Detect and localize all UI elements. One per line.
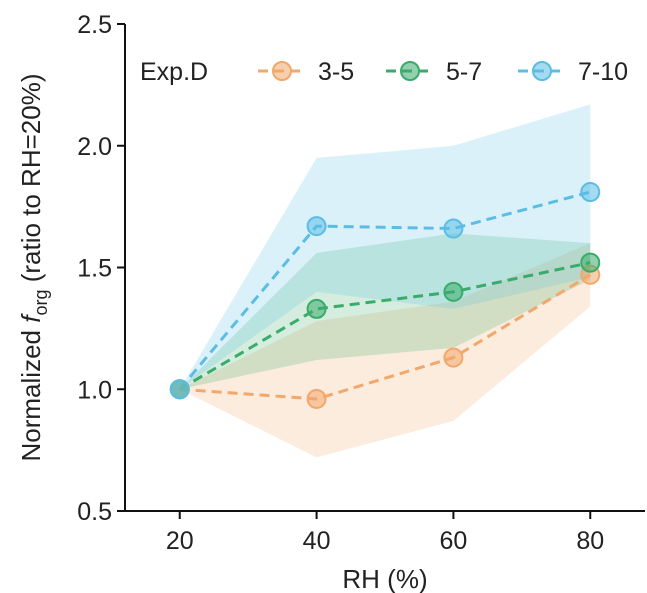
x-tick-label: 40 (303, 527, 331, 555)
legend: Exp.D 3-5 5-7 7-10 (140, 58, 628, 86)
legend-marker-5-7 (400, 61, 420, 81)
point-5-7 (306, 298, 327, 319)
y-tick-label: 2.5 (77, 11, 112, 39)
y-tick-label: 1.0 (77, 376, 112, 404)
point-7-10 (580, 182, 601, 203)
y-axis-title: Normalized forg (ratio to RH=20%) (16, 74, 51, 462)
y-tick-label: 2.0 (77, 133, 112, 161)
point-5-7 (580, 252, 601, 273)
y-axis-title-suffix: (ratio to RH=20%) (16, 74, 46, 290)
legend-title: Exp.D (140, 58, 208, 86)
series-lines (178, 190, 592, 401)
point-5-7 (443, 281, 464, 302)
point-3-5 (443, 347, 464, 368)
legend-marker-3-5 (272, 61, 292, 81)
legend-label-7-10: 7-10 (578, 58, 628, 86)
x-ticks: 20 40 60 80 (166, 511, 604, 555)
band-5-7 (179, 233, 591, 390)
x-tick-label: 80 (576, 527, 604, 555)
y-axis-title-subscript: org (31, 290, 51, 316)
line-3-5 (179, 273, 592, 401)
band-7-10 (179, 104, 591, 390)
point-7-10 (169, 379, 190, 400)
point-7-10 (443, 218, 464, 239)
point-3-5 (306, 388, 327, 409)
y-ticks: 0.5 1.0 1.5 2.0 2.5 (77, 11, 125, 526)
point-7-10 (306, 216, 327, 237)
line-5-7 (178, 261, 591, 391)
x-tick-label: 60 (440, 527, 468, 555)
x-tick-label: 20 (166, 527, 194, 555)
legend-label-3-5: 3-5 (318, 58, 354, 86)
legend-label-5-7: 5-7 (446, 58, 482, 86)
y-axis-title-prefix: Normalized (16, 323, 46, 462)
legend-marker-7-10 (532, 61, 552, 81)
y-tick-label: 0.5 (77, 498, 112, 526)
confidence-bands (179, 104, 591, 458)
band-3-5 (179, 243, 591, 458)
line-7-10 (178, 190, 591, 391)
x-axis-title: RH (%) (342, 564, 427, 593)
series-markers (169, 182, 601, 409)
y-axis-title-f: f (16, 313, 46, 323)
y-tick-label: 1.5 (77, 255, 112, 283)
